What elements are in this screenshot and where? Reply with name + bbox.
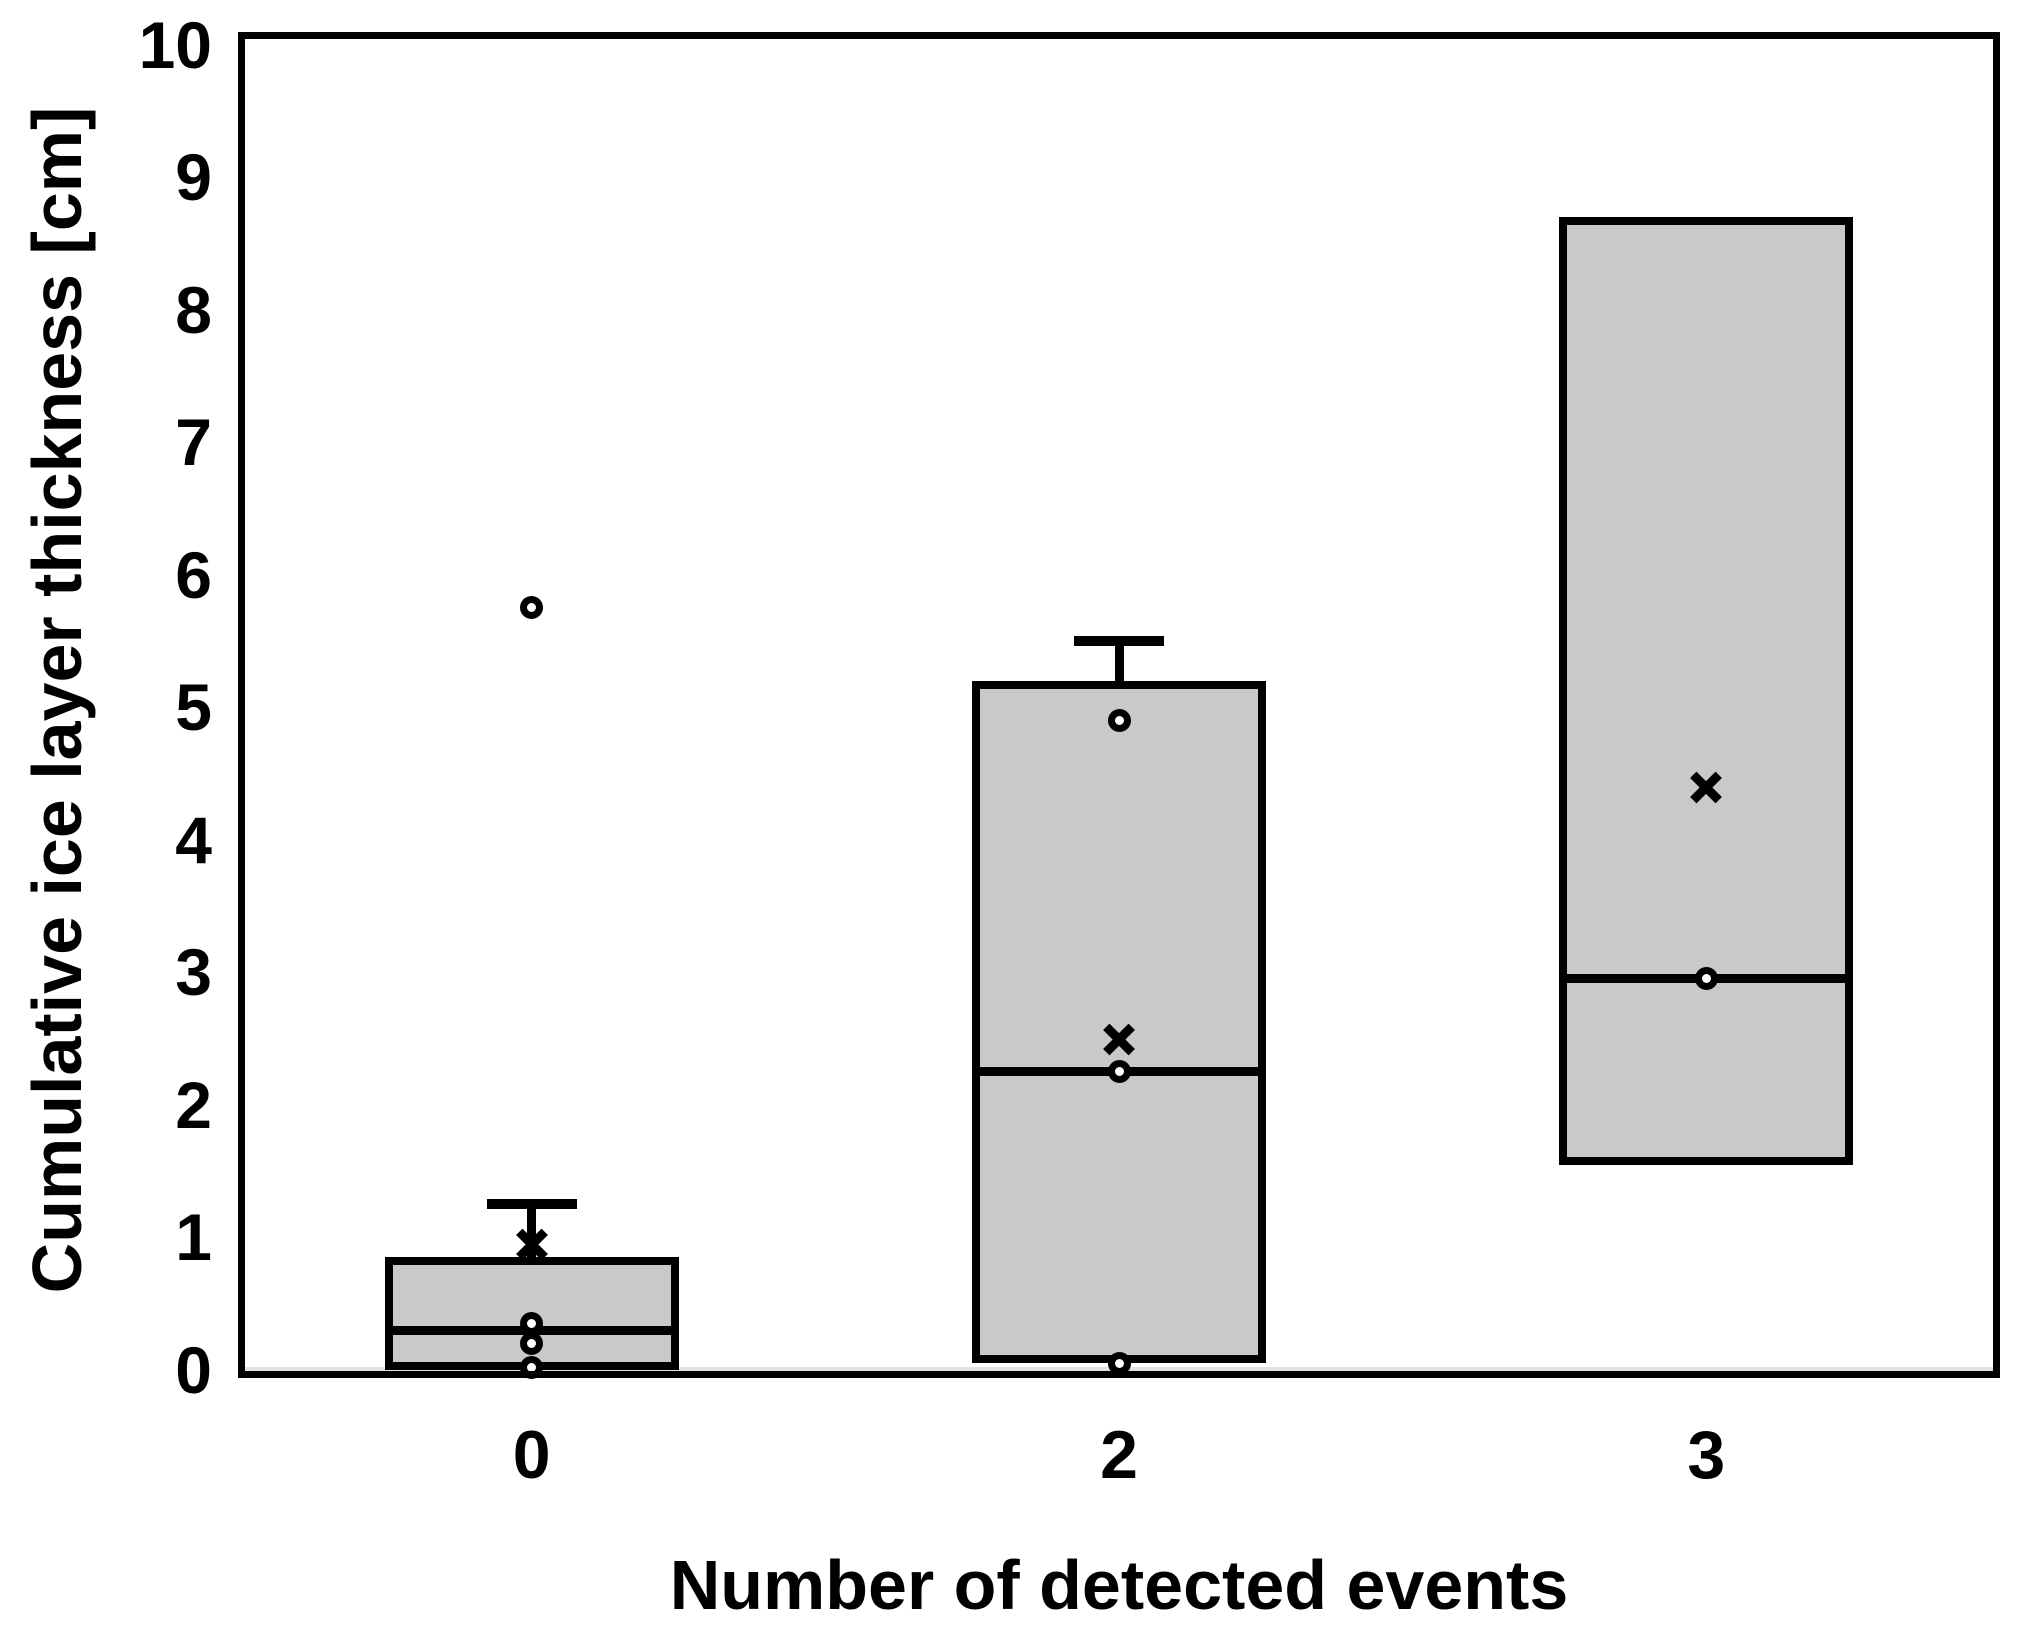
y-tick-label: 9 bbox=[175, 140, 212, 215]
data-point-marker bbox=[520, 1355, 544, 1379]
whisker-line bbox=[1114, 640, 1124, 681]
data-point-marker bbox=[1107, 1060, 1131, 1084]
mean-x-marker bbox=[514, 1226, 550, 1262]
data-point-marker bbox=[520, 596, 544, 620]
x-tick-label: 3 bbox=[1687, 1417, 1726, 1493]
whisker-cap bbox=[1074, 635, 1164, 646]
y-tick-label: 10 bbox=[138, 7, 212, 82]
y-tick-label: 4 bbox=[175, 802, 212, 877]
data-point-marker bbox=[1107, 709, 1131, 732]
y-tick-label: 5 bbox=[175, 670, 212, 745]
y-tick-label: 3 bbox=[175, 935, 212, 1010]
y-tick-label: 1 bbox=[175, 1200, 212, 1275]
x-axis-title: Number of detected events bbox=[669, 1546, 1569, 1624]
data-point-marker bbox=[1694, 967, 1718, 991]
y-tick-label: 6 bbox=[175, 537, 212, 612]
y-tick-label: 7 bbox=[175, 405, 212, 480]
x-tick-label: 2 bbox=[1100, 1417, 1138, 1493]
y-tick-label: 8 bbox=[175, 272, 212, 347]
data-point-marker bbox=[1107, 1351, 1131, 1375]
data-point-marker bbox=[520, 1312, 544, 1336]
data-point-marker bbox=[520, 1331, 544, 1355]
y-tick-label: 2 bbox=[175, 1067, 212, 1142]
plot-area bbox=[238, 32, 2000, 1379]
y-tick-label: 0 bbox=[175, 1333, 212, 1407]
mean-x-marker bbox=[1101, 1021, 1137, 1057]
box-rect bbox=[1559, 216, 1854, 1165]
whisker-cap bbox=[486, 1199, 577, 1210]
x-tick-label: 0 bbox=[512, 1417, 551, 1493]
mean-x-marker bbox=[1688, 769, 1724, 805]
